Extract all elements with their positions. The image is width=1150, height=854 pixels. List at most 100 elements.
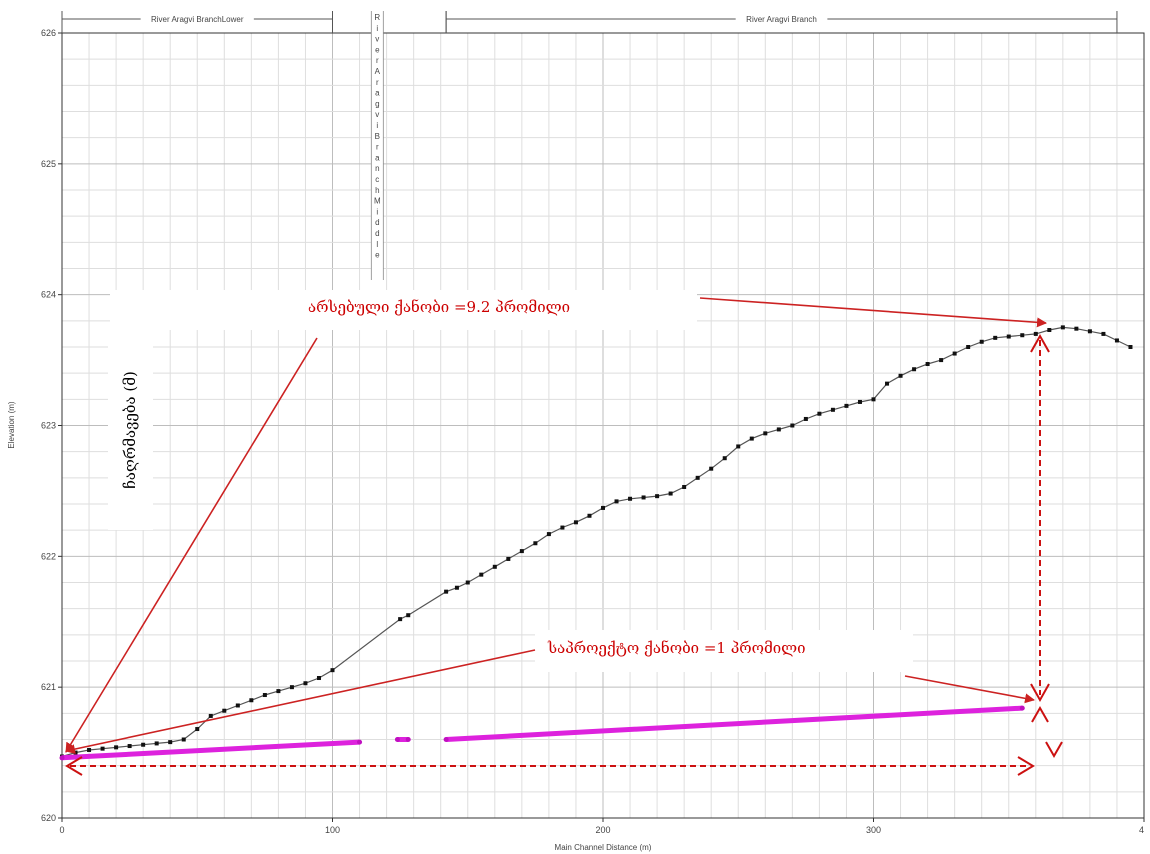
arrow-design-slope-left (65, 649, 536, 754)
existing-profile-point (817, 411, 822, 416)
existing-profile-point (1033, 331, 1038, 336)
x-axis-title: Main Channel Distance (m) (555, 843, 652, 852)
existing-profile-point (628, 496, 633, 501)
existing-profile-point (1020, 333, 1025, 338)
existing-profile-point (492, 564, 497, 569)
existing-profile-point (1128, 345, 1133, 349)
existing-profile-point (614, 499, 619, 504)
design-profile-line (445, 705, 1023, 742)
existing-profile-point (668, 491, 673, 496)
middle-reach-label-char: v (375, 110, 379, 119)
middle-reach-label-char: B (375, 132, 380, 141)
arrow-existing-slope-left (65, 337, 318, 753)
middle-reach-label-char: g (375, 99, 379, 108)
x-tick-label: 0 (59, 825, 64, 835)
arrowhead-small-down (1045, 741, 1063, 759)
x-axis-ticks: 0 100 200 300 4 (59, 818, 1145, 835)
existing-profile-point (276, 689, 281, 694)
existing-profile-point (776, 427, 781, 432)
annotation-box-design (535, 630, 913, 672)
existing-profile-point (1006, 334, 1011, 339)
middle-reach-label-char: d (375, 229, 379, 238)
middle-reach-label-char: i (376, 121, 378, 130)
existing-profile-point (235, 703, 240, 708)
existing-profile-point (641, 495, 646, 500)
design-profile-point (394, 737, 400, 742)
existing-profile-point (154, 741, 159, 746)
existing-profile-point (114, 745, 119, 750)
arrowhead-depth-bottom (1030, 683, 1050, 703)
arrowhead-depth-top (1030, 333, 1050, 353)
reach-band: River Aragvi BranchLower RiverAragviBranc… (61, 11, 1118, 281)
existing-profile-point (546, 532, 551, 537)
middle-reach-label-char: i (376, 24, 378, 33)
existing-profile-point (330, 668, 335, 673)
middle-reach-label-char: M (374, 197, 381, 206)
existing-profile-point (601, 505, 605, 510)
existing-profile-point (222, 708, 227, 713)
middle-reach-label-char: A (375, 67, 381, 76)
reach-label: River Aragvi Branch (746, 15, 817, 24)
design-profile-line (61, 739, 360, 761)
design-profile-point (357, 739, 363, 745)
design-profile-point (1019, 705, 1025, 711)
existing-profile-point (1047, 327, 1052, 332)
existing-profile-point (709, 466, 714, 471)
existing-profile-point (844, 403, 849, 408)
annotation-arrows (65, 297, 1047, 754)
x-tick-label: 300 (866, 825, 881, 835)
existing-profile-point (465, 580, 470, 585)
y-tick-label: 624 (41, 290, 56, 300)
existing-profile-point (519, 549, 524, 554)
existing-profile-point (898, 373, 903, 378)
existing-profile-point (695, 475, 700, 480)
existing-profile-point (303, 681, 308, 686)
existing-profile-point (208, 713, 213, 718)
existing-profile-point (406, 613, 411, 618)
existing-profile-point (790, 423, 795, 428)
existing-profile-point (73, 750, 78, 755)
existing-profile-point (763, 431, 768, 436)
arrowheads (65, 333, 1063, 776)
existing-profile-point (560, 525, 565, 530)
existing-profile-point (952, 351, 957, 356)
annotation-existing-slope: არსებული ქანობი =9.2 პრომილი (308, 298, 570, 316)
annotation-box-depth (108, 330, 153, 530)
existing-profile-point (939, 358, 944, 363)
y-tick-label: 626 (41, 28, 56, 38)
existing-profile-point (749, 436, 754, 441)
middle-reach-label-char: r (376, 143, 379, 152)
existing-profile-point (885, 381, 890, 386)
x-tick-label: 4 (1139, 825, 1144, 835)
existing-profile-point (655, 494, 660, 499)
annotation-depth: ჩაღრმავება (მ) (121, 371, 139, 489)
arrowhead-small-up (1031, 705, 1049, 723)
existing-profile-point (479, 572, 484, 577)
existing-profile-point (912, 367, 917, 372)
middle-reach-label-char: R (374, 13, 380, 22)
existing-profile-point (533, 541, 538, 546)
existing-profile-point (966, 345, 971, 349)
existing-profile-point (682, 484, 687, 489)
existing-profile-point (454, 585, 459, 590)
existing-profile-point (803, 416, 808, 421)
existing-profile-point (168, 740, 173, 745)
existing-profile-point (1114, 338, 1119, 343)
existing-profile-point (1101, 331, 1106, 336)
design-profile-point (405, 737, 411, 742)
middle-reach-label-char: a (375, 153, 380, 162)
arrow-design-slope-right (904, 675, 1035, 704)
y-axis-ticks: 620 621 622 623 624 625 626 (41, 28, 62, 823)
annotation-design-slope: საპროექტო ქანობი =1 პრომილი (547, 639, 806, 657)
existing-profile-point (857, 399, 862, 404)
design-profile-point (443, 737, 449, 742)
arrowhead-horizontal-right (1017, 756, 1035, 776)
y-tick-label: 622 (41, 551, 56, 561)
existing-profile-point (195, 727, 200, 732)
existing-profile-point (722, 456, 727, 461)
middle-reach-label-char: r (376, 56, 379, 65)
existing-profile-point (398, 617, 403, 622)
middle-reach-label-char: d (375, 218, 379, 227)
arrow-existing-slope-right (699, 297, 1047, 328)
